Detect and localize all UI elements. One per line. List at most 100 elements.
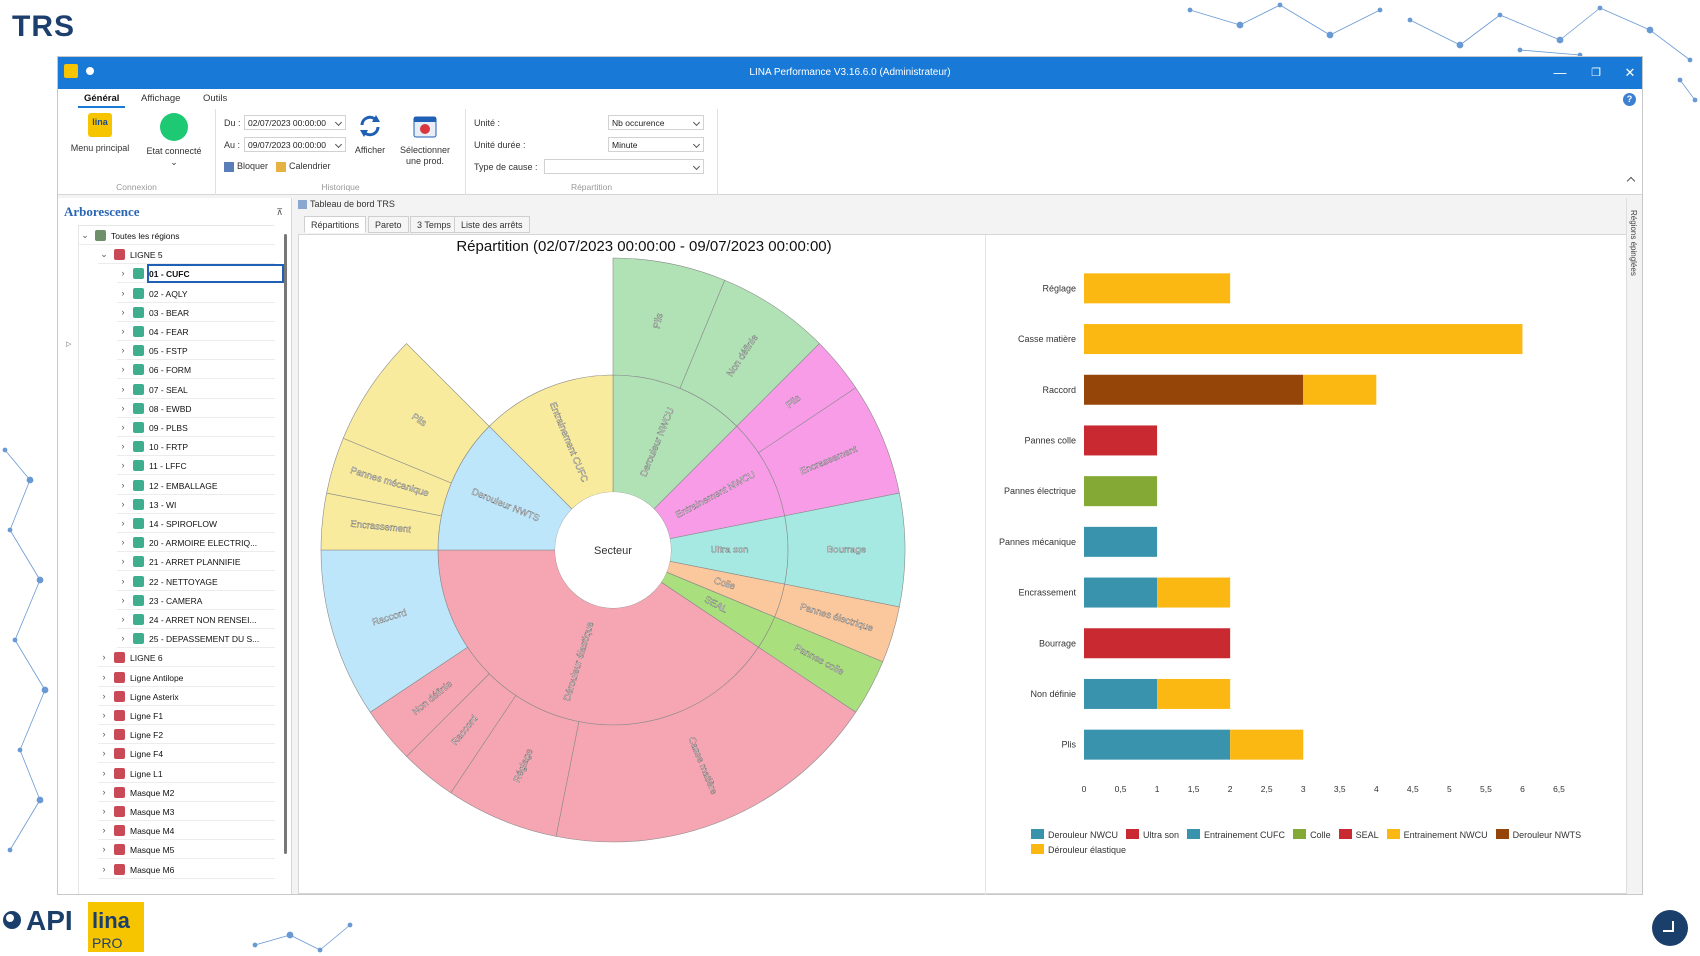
bar-segment[interactable]	[1084, 425, 1158, 456]
sunburst-outer-segment[interactable]	[555, 646, 857, 843]
bloquer-button[interactable]: Bloquer	[224, 161, 268, 172]
bar-segment[interactable]	[1084, 374, 1304, 405]
legend-item[interactable]: Derouleur NWCU	[1031, 828, 1118, 843]
legend-item[interactable]: Dérouleur élastique	[1031, 843, 1126, 858]
tree-node[interactable]: › LIGNE 6	[98, 648, 275, 668]
chevron-right-icon[interactable]: ›	[121, 383, 125, 394]
bar-segment[interactable]	[1084, 628, 1231, 659]
chevron-right-icon[interactable]: ›	[121, 326, 125, 336]
chevron-right-icon[interactable]: ›	[102, 690, 106, 701]
regions-epinglees-strip[interactable]: Régions épinglées	[1626, 198, 1642, 894]
tree-node[interactable]: › 07 - SEAL	[117, 380, 275, 399]
chevron-right-icon[interactable]: ›	[102, 806, 106, 816]
chevron-right-icon[interactable]: ›	[121, 460, 125, 471]
tree-node[interactable]: › Ligne Asterix	[98, 687, 275, 706]
tree-node[interactable]: › Masque M2	[98, 783, 275, 802]
unite-duree-combo[interactable]: Minute	[608, 137, 704, 152]
chevron-right-icon[interactable]: ›	[102, 652, 106, 663]
chevron-right-icon[interactable]: ›	[102, 786, 106, 797]
au-date-combo[interactable]: 09/07/2023 00:00:00	[244, 137, 346, 152]
chevron-right-icon[interactable]: ›	[121, 518, 125, 528]
tree-node[interactable]: › 02 - AQLY	[117, 284, 275, 303]
menu-affichage[interactable]: Affichage	[141, 93, 181, 104]
tab-3-temps[interactable]: 3 Temps	[410, 216, 458, 233]
chevron-right-icon[interactable]: ›	[102, 729, 106, 740]
chevron-right-icon[interactable]: ›	[102, 767, 106, 778]
chevron-right-icon[interactable]: ›	[121, 268, 125, 279]
tree-node[interactable]: › 22 - NETTOYAGE	[117, 572, 275, 591]
pin-icon[interactable]	[86, 67, 94, 75]
chevron-right-icon[interactable]: ›	[121, 402, 125, 413]
tab-liste-arrets[interactable]: Liste des arrêts	[454, 216, 530, 233]
chevron-right-icon[interactable]: ›	[102, 863, 106, 874]
help-icon[interactable]: ?	[1623, 93, 1636, 106]
chevron-right-icon[interactable]: ›	[102, 671, 106, 682]
restore-icon[interactable]: ❐	[1591, 67, 1601, 79]
legend-item[interactable]: Entrainement CUFC	[1187, 828, 1285, 843]
tree-node[interactable]: › Ligne Antilope	[98, 668, 275, 687]
chevron-right-icon[interactable]: ›	[121, 306, 125, 317]
chevron-right-icon[interactable]: ›	[102, 748, 106, 759]
chevron-right-icon[interactable]: ›	[121, 479, 125, 490]
tree-node[interactable]: › 23 - CAMERA	[117, 591, 275, 610]
chevron-right-icon[interactable]: ›	[121, 575, 125, 586]
tab-repartitions[interactable]: Répartitions	[304, 216, 367, 233]
tree-node[interactable]: › 01 - CUFC	[117, 264, 284, 284]
chevron-right-icon[interactable]: ›	[121, 556, 125, 567]
tree-node[interactable]: › 11 - LFFC	[117, 456, 275, 476]
legend-item[interactable]: Colle	[1293, 828, 1331, 843]
chevron-right-icon[interactable]: ›	[121, 441, 125, 452]
tree-node[interactable]: › Masque M3	[98, 802, 275, 821]
chevron-right-icon[interactable]: ›	[121, 537, 125, 548]
bar-segment[interactable]	[1084, 526, 1158, 557]
tree-node[interactable]: › 04 - FEAR	[117, 322, 275, 341]
tree-node[interactable]: › 10 - FRTP	[117, 437, 275, 457]
tree-node[interactable]: ⌄ LIGNE 5	[98, 245, 275, 265]
tree-node[interactable]: › 25 - DEPASSEMENT DU S...	[117, 629, 275, 649]
menu-principal-button[interactable]: lina Menu principal	[68, 113, 132, 154]
etat-connecte-button[interactable]: Etat connecté ⌄	[140, 113, 208, 168]
chevron-right-icon[interactable]: ›	[121, 287, 125, 298]
pin-panel-icon[interactable]: ⊼	[276, 207, 283, 217]
sunburst-outer-segment[interactable]	[342, 343, 490, 484]
chevron-right-icon[interactable]: ›	[102, 844, 106, 855]
legend-item[interactable]: Ultra son	[1126, 828, 1179, 843]
tree-node[interactable]: › 06 - FORM	[117, 360, 275, 380]
minimize-icon[interactable]: —	[1553, 65, 1567, 80]
tree-node[interactable]: › 12 - EMBALLAGE	[117, 476, 275, 495]
tree-node[interactable]: › Masque M4	[98, 821, 275, 841]
bar-segment[interactable]	[1157, 577, 1231, 608]
tree-node[interactable]: › Masque M6	[98, 860, 275, 879]
unite-combo[interactable]: Nb occurence	[608, 115, 704, 130]
chevron-right-icon[interactable]: ›	[102, 710, 106, 720]
afficher-button[interactable]: Afficher	[350, 113, 390, 156]
bar-segment[interactable]	[1084, 577, 1158, 608]
chevron-right-icon[interactable]: ›	[121, 498, 125, 509]
bar-segment[interactable]	[1084, 273, 1231, 304]
tree-node[interactable]: › 03 - BEAR	[117, 303, 275, 322]
legend-item[interactable]: Derouleur NWTS	[1495, 828, 1581, 843]
tree-node[interactable]: › 08 - EWBD	[117, 399, 275, 418]
bar-segment[interactable]	[1084, 324, 1523, 355]
chevron-right-icon[interactable]: ›	[121, 594, 125, 605]
chevron-right-icon[interactable]: ›	[121, 422, 125, 432]
next-slide-button[interactable]	[1652, 910, 1688, 946]
collapse-ribbon-icon[interactable]	[1626, 176, 1636, 186]
tree-node[interactable]: › 05 - FSTP	[117, 341, 275, 361]
document-tab[interactable]: Tableau de bord TRS	[298, 199, 395, 210]
tree-node[interactable]: › Ligne F1	[98, 706, 275, 725]
calendrier-button[interactable]: Calendrier	[276, 161, 331, 172]
chevron-right-icon[interactable]: ›	[121, 364, 125, 375]
bar-segment[interactable]	[1230, 729, 1304, 760]
tree-scrollbar[interactable]	[284, 234, 287, 854]
type-cause-combo[interactable]	[544, 159, 704, 174]
selectionner-prod-button[interactable]: Sélectionner une prod.	[392, 113, 458, 167]
tree-node[interactable]: › 20 - ARMOIRE ELECTRIQ...	[117, 533, 275, 553]
chevron-right-icon[interactable]: ›	[121, 614, 125, 624]
bar-segment[interactable]	[1303, 374, 1377, 405]
legend-item[interactable]: SEAL	[1338, 828, 1379, 843]
tree-node[interactable]: › Ligne F4	[98, 744, 275, 764]
legend-item[interactable]: Entrainement NWCU	[1386, 828, 1488, 843]
bar-segment[interactable]	[1084, 476, 1158, 507]
menu-general[interactable]: Général	[77, 93, 126, 108]
